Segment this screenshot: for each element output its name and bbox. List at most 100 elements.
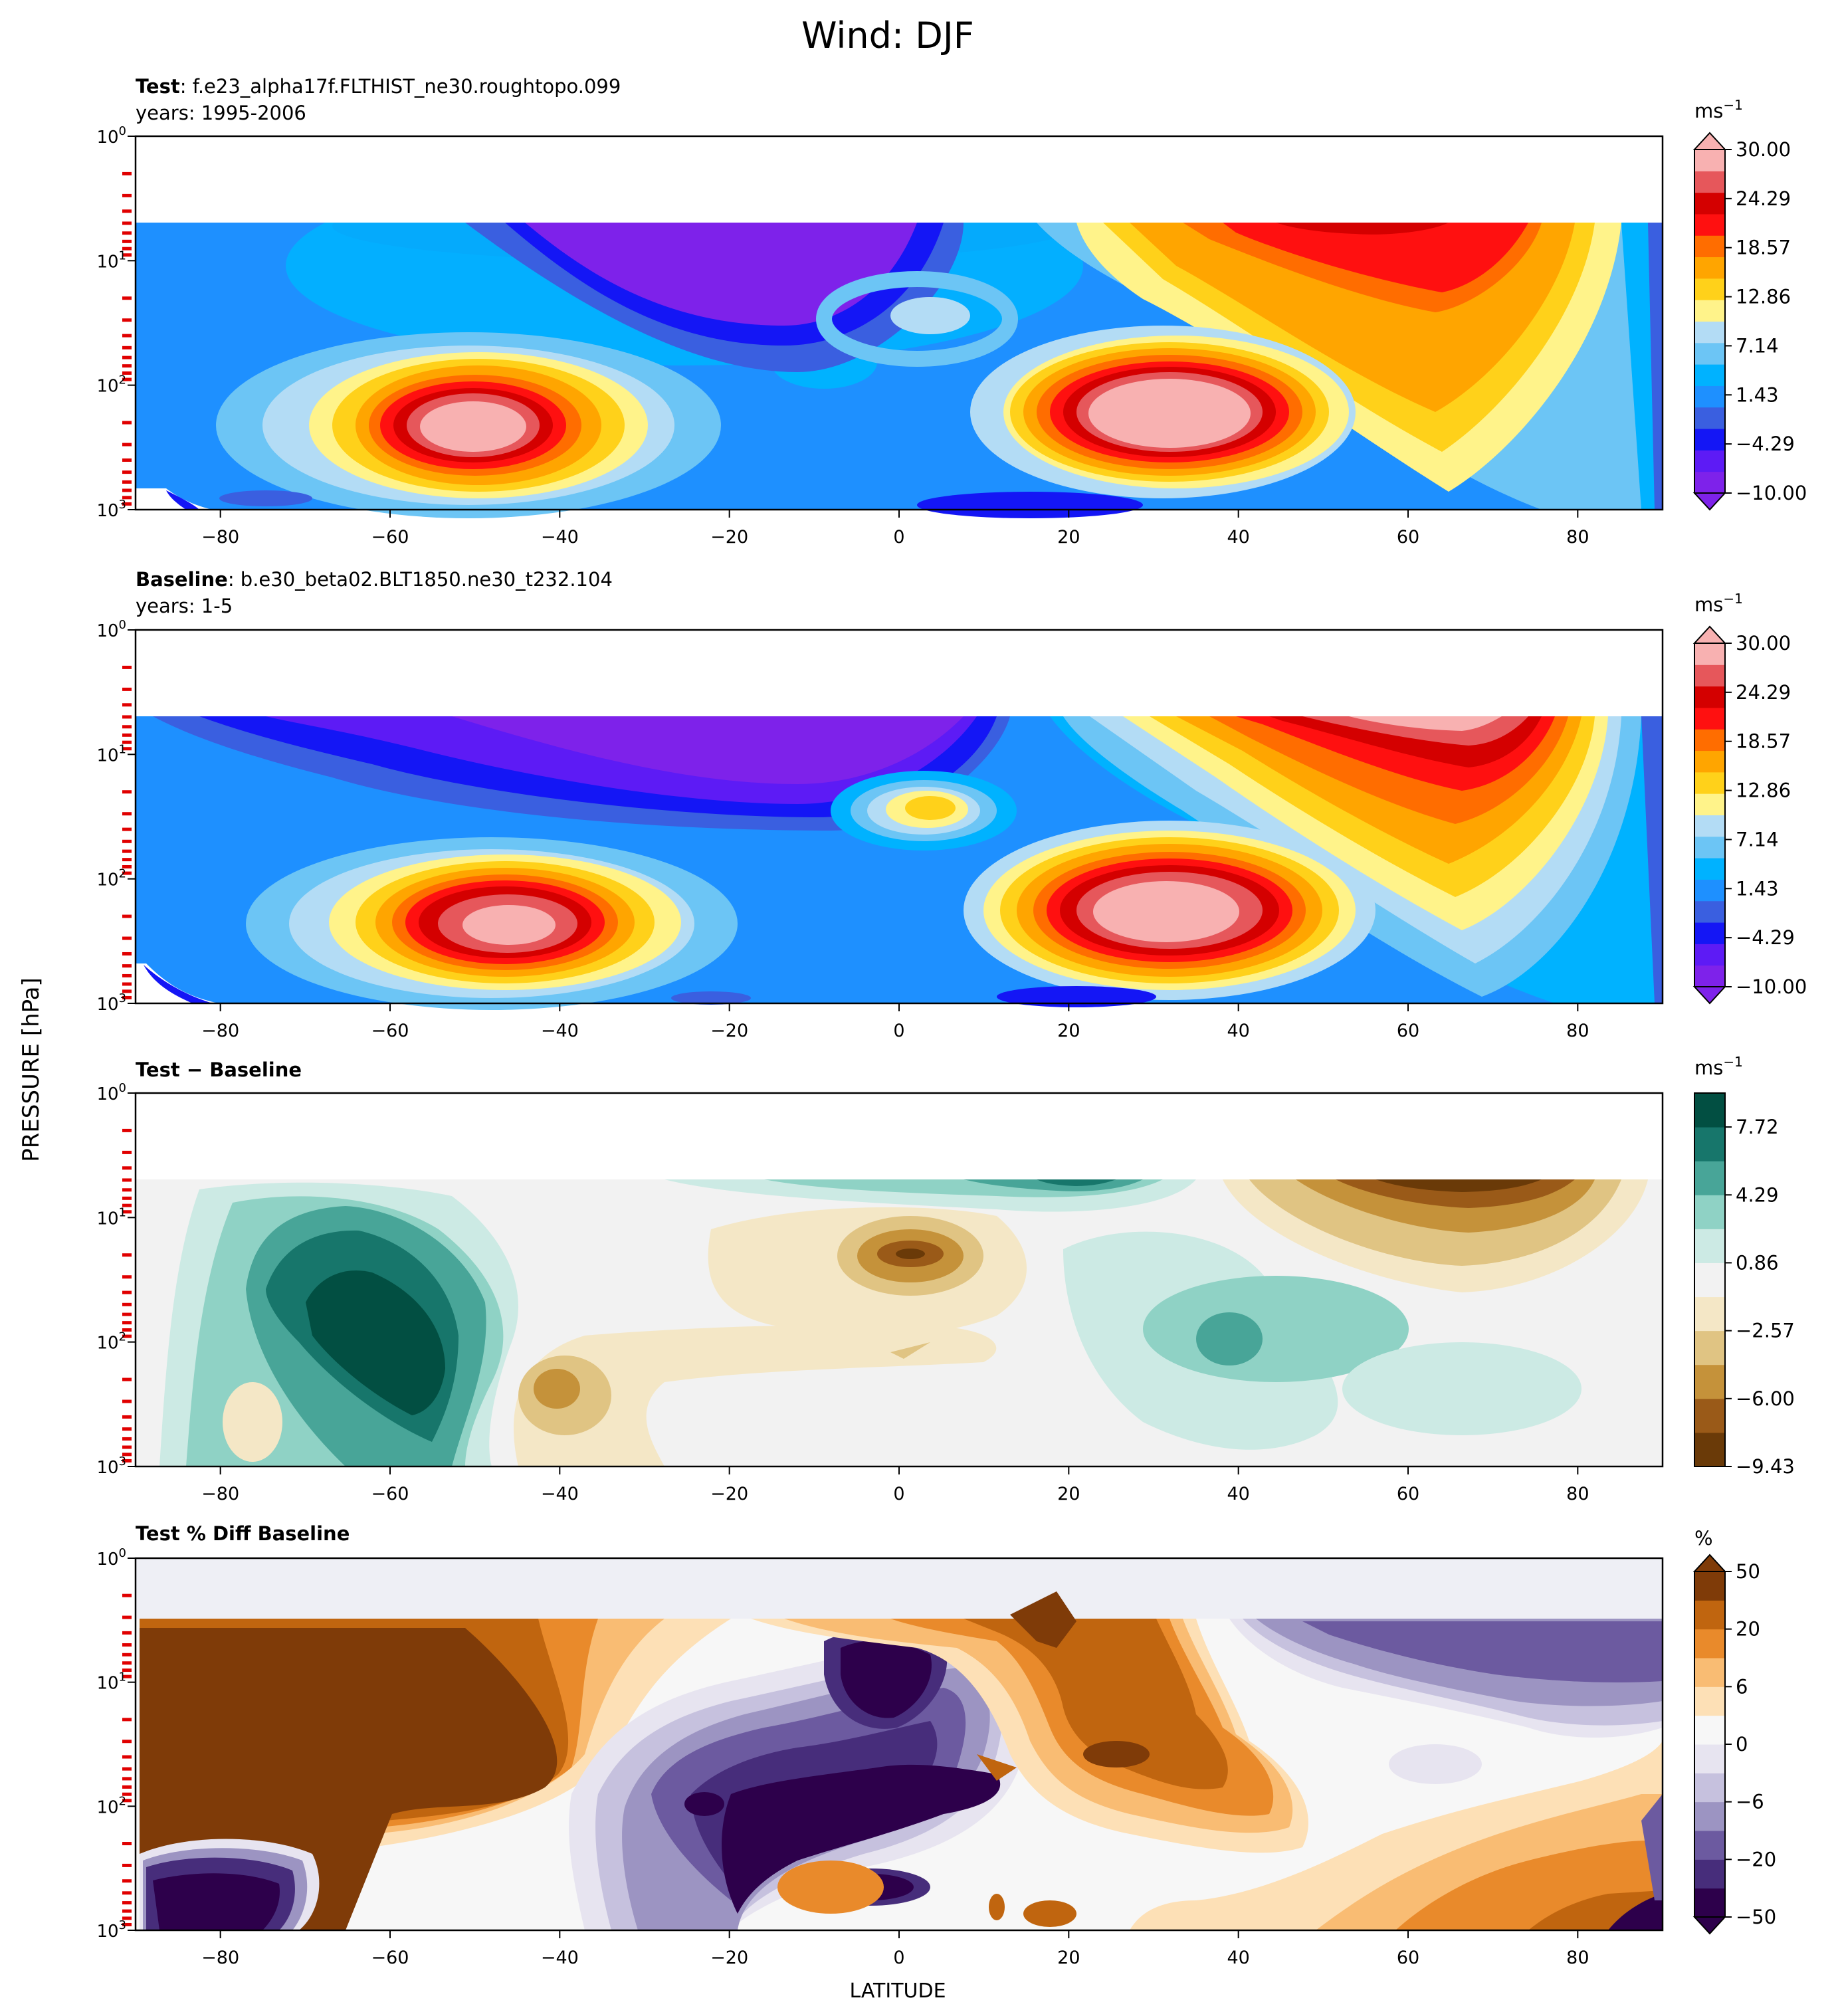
colorbar-tick-label: 1.43 (1736, 877, 1779, 900)
y-tick-label: 100 (96, 1081, 126, 1104)
colorbar-tick-label: 50 (1736, 1560, 1760, 1583)
colorbar-level (1694, 1801, 1725, 1831)
x-tick-label: −40 (541, 1484, 579, 1504)
colorbar-level (1694, 1364, 1725, 1399)
colorbar-tick-label: 1.43 (1736, 383, 1779, 406)
colorbar-level (1694, 815, 1725, 837)
x-tick-label: 60 (1397, 1484, 1419, 1504)
colorbar-max-arrow (1692, 132, 1727, 150)
colorbar-tick-label: −4.29 (1736, 926, 1795, 949)
colorbar-level (1694, 1600, 1725, 1630)
panel-baseline-plot (136, 630, 1663, 1010)
panel-baseline-subtitle: years: 1-5 (136, 595, 233, 617)
panel-baseline-axes: 100 101 102 103 −80 −60 −40 −20 0 20 40 60 80 (96, 618, 1664, 1041)
colorbar-level (1694, 471, 1725, 494)
panel-baseline: Baseline: b.e30_beta02.BLT1850.ne30_t232… (96, 568, 1807, 1041)
colorbar-level (1694, 1715, 1725, 1745)
y-tick-label: 102 (96, 867, 126, 890)
colorbar-tick-label: −2.57 (1736, 1320, 1795, 1342)
colorbar-level (1694, 1161, 1725, 1195)
x-tick-label: 80 (1566, 527, 1589, 548)
colorbar-level (1694, 1773, 1725, 1803)
x-tick-label: 20 (1057, 1948, 1080, 1968)
x-tick-label: −60 (371, 1948, 409, 1968)
colorbar-level (1694, 1330, 1725, 1365)
y-axis-label: PRESSURE [hPa] (18, 977, 45, 1161)
colorbar-max-arrow (1692, 625, 1727, 644)
colorbar-level (1694, 300, 1725, 322)
x-tick-label: 40 (1227, 1021, 1249, 1041)
x-tick-label: −80 (201, 527, 239, 548)
x-tick-label: −40 (541, 1021, 579, 1041)
x-tick-label: 20 (1057, 527, 1080, 548)
y-tick-label: 101 (96, 1205, 126, 1229)
x-tick-label: 80 (1566, 1021, 1589, 1041)
x-tick-label: 20 (1057, 1021, 1080, 1041)
panel-test-subtitle: years: 1995-2006 (136, 102, 306, 124)
colorbar-level (1694, 771, 1725, 794)
colorbar-level (1694, 407, 1725, 429)
colorbar-tick-label: −9.43 (1736, 1455, 1795, 1478)
panel-pctdiff-plot (136, 1558, 1663, 1930)
axes-frame (134, 135, 1664, 511)
colorbar-level (1694, 256, 1725, 279)
x-tick-label: −20 (710, 1021, 748, 1041)
panel-pctdiff-title: Test % Diff Baseline (136, 1522, 350, 1545)
colorbar-level (1694, 1629, 1725, 1659)
y-tick-label: 102 (96, 1330, 126, 1354)
colorbar-level (1694, 213, 1725, 236)
colorbar-level (1694, 686, 1725, 708)
x-tick-label: 80 (1566, 1948, 1589, 1968)
y-tick-label: 100 (96, 618, 126, 641)
panel-difference-colorbar: 7.72 4.29 0.86 −2.57 −6.00 −9.43 ms−1 (1694, 1054, 1795, 1478)
colorbar-tick-label: 7.72 (1736, 1116, 1779, 1138)
colorbar-level (1694, 364, 1725, 386)
colorbar-tick-label: 20 (1736, 1618, 1760, 1641)
colorbar-tick-label: −6.00 (1736, 1387, 1795, 1410)
colorbar-unit: ms−1 (1694, 97, 1743, 122)
panel-test-axes: 100 101 102 103 −80 −60 −40 −20 0 20 40 60 80 (96, 124, 1664, 548)
x-tick-label: 60 (1397, 527, 1419, 548)
colorbar-tick-label: 0 (1736, 1733, 1748, 1756)
colorbar-level (1694, 1571, 1725, 1601)
colorbar-tick-label: −4.29 (1736, 433, 1795, 455)
colorbar-tick-label: 7.14 (1736, 334, 1779, 357)
y-tick-label: 100 (96, 124, 126, 148)
x-tick-label: −40 (541, 1948, 579, 1968)
panel-difference: Test − Baseline (96, 1054, 1794, 1504)
x-tick-label: 60 (1397, 1948, 1419, 1968)
colorbar-unit: % (1694, 1527, 1713, 1550)
colorbar-level (1694, 192, 1725, 215)
colorbar-unit: ms−1 (1694, 1054, 1743, 1079)
colorbar-tick-label: −6 (1736, 1791, 1764, 1813)
colorbar-frame (1694, 149, 1726, 494)
x-tick-label: −40 (541, 527, 579, 548)
figure-title: Wind: DJF (801, 15, 974, 56)
y-tick-label: 101 (96, 1670, 126, 1694)
panel-pctdiff-colorbar: 50 20 6 0 −6 −20 −50% (1692, 1527, 1776, 1935)
x-tick-label: 40 (1227, 527, 1249, 548)
colorbar-level (1694, 1658, 1725, 1687)
colorbar-level (1694, 879, 1725, 902)
colorbar-level (1694, 900, 1725, 923)
colorbar-tick-label: 30.00 (1736, 632, 1791, 655)
y-tick-label: 102 (96, 1794, 126, 1817)
x-tick-label: 40 (1227, 1948, 1249, 1968)
x-tick-label: 0 (893, 1021, 904, 1041)
colorbar-level (1694, 1398, 1725, 1433)
panel-pctdiff-axes: 100 101 102 103 −80 −60 −40 −20 0 20 40 60 80 (96, 1546, 1664, 1968)
colorbar-level (1694, 922, 1725, 944)
panel-percent-difference: Test % Diff Baseline (96, 1522, 1776, 1968)
colorbar-tick-label: 4.29 (1736, 1183, 1779, 1206)
colorbar-tick-label: 24.29 (1736, 187, 1791, 210)
colorbar-level (1694, 1432, 1725, 1467)
colorbar-level (1694, 1262, 1725, 1298)
panel-difference-plot (136, 1093, 1663, 1466)
x-tick-label: 20 (1057, 1484, 1080, 1504)
x-tick-label: −60 (371, 527, 409, 548)
colorbar-tick-label: −10.00 (1736, 482, 1807, 504)
colorbar-tick-label: 0.86 (1736, 1251, 1779, 1274)
colorbar-level (1694, 836, 1725, 858)
colorbar-level (1694, 385, 1725, 408)
